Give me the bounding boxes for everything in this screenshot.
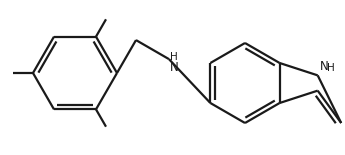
Text: H: H [327, 63, 334, 73]
Text: N: N [170, 61, 179, 74]
Text: N: N [320, 60, 328, 73]
Text: H: H [170, 52, 178, 62]
